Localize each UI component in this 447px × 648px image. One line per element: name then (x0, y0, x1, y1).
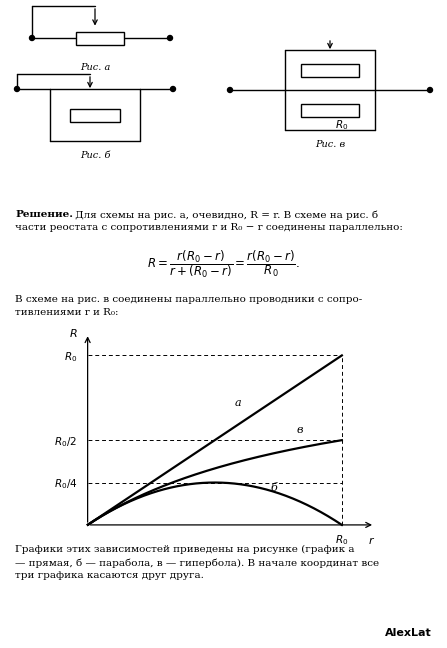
Circle shape (228, 87, 232, 93)
Text: в: в (296, 425, 303, 435)
Text: тивлениями r и R₀:: тивлениями r и R₀: (15, 308, 118, 317)
Text: $R = \dfrac{rR_0}{r + R_0}.$: $R = \dfrac{rR_0}{r + R_0}.$ (192, 335, 254, 365)
Text: б: б (271, 483, 278, 493)
Bar (301, 104, 359, 117)
Circle shape (427, 87, 433, 93)
Text: Решение.: Решение. (15, 210, 73, 219)
Bar (301, 64, 359, 76)
Text: — прямая, б — парабола, в — гипербола). В начале координат все: — прямая, б — парабола, в — гипербола). … (15, 558, 379, 568)
Text: $R = \dfrac{r(R_0 - r)}{r + (R_0 - r)} = \dfrac{r(R_0 - r)}{R_0}.$: $R = \dfrac{r(R_0 - r)}{r + (R_0 - r)} =… (147, 248, 299, 280)
Circle shape (14, 86, 20, 91)
Bar (76, 32, 124, 45)
Text: $R$: $R$ (69, 327, 77, 340)
Text: AlexLat: AlexLat (385, 628, 432, 638)
Circle shape (168, 36, 173, 40)
Text: части реостата с сопротивлениями r и R₀ − r соединены параллельно:: части реостата с сопротивлениями r и R₀ … (15, 223, 403, 232)
Text: $R_0$: $R_0$ (335, 119, 348, 132)
Circle shape (30, 36, 34, 40)
Text: Графики этих зависимостей приведены на рисунке (график a: Графики этих зависимостей приведены на р… (15, 545, 354, 554)
Text: три графика касаются друг друга.: три графика касаются друг друга. (15, 571, 204, 580)
Text: Рис. в: Рис. в (315, 140, 345, 149)
Text: $r$: $r$ (367, 535, 375, 546)
Bar (70, 108, 120, 122)
Text: В схеме на рис. в соединены параллельно проводники с сопро-: В схеме на рис. в соединены параллельно … (15, 295, 362, 304)
Text: Рис. а: Рис. а (80, 63, 110, 72)
Text: Рис. б: Рис. б (80, 151, 110, 160)
Circle shape (170, 86, 176, 91)
Text: a: a (235, 399, 242, 408)
Text: Для схемы на рис. а, очевидно, R = r. В схеме на рис. б: Для схемы на рис. а, очевидно, R = r. В … (72, 210, 378, 220)
